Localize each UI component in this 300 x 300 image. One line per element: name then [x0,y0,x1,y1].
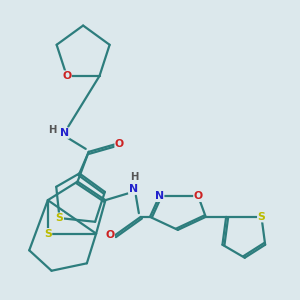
Text: O: O [115,140,124,149]
Text: O: O [194,191,203,201]
Text: H: H [130,172,139,182]
Text: N: N [129,184,138,194]
Text: S: S [258,212,265,222]
Text: O: O [105,230,114,241]
Text: N: N [155,191,164,201]
Text: O: O [62,71,71,81]
Text: S: S [56,213,63,223]
Text: H: H [49,124,57,135]
Text: S: S [44,229,52,238]
Text: N: N [60,128,69,138]
